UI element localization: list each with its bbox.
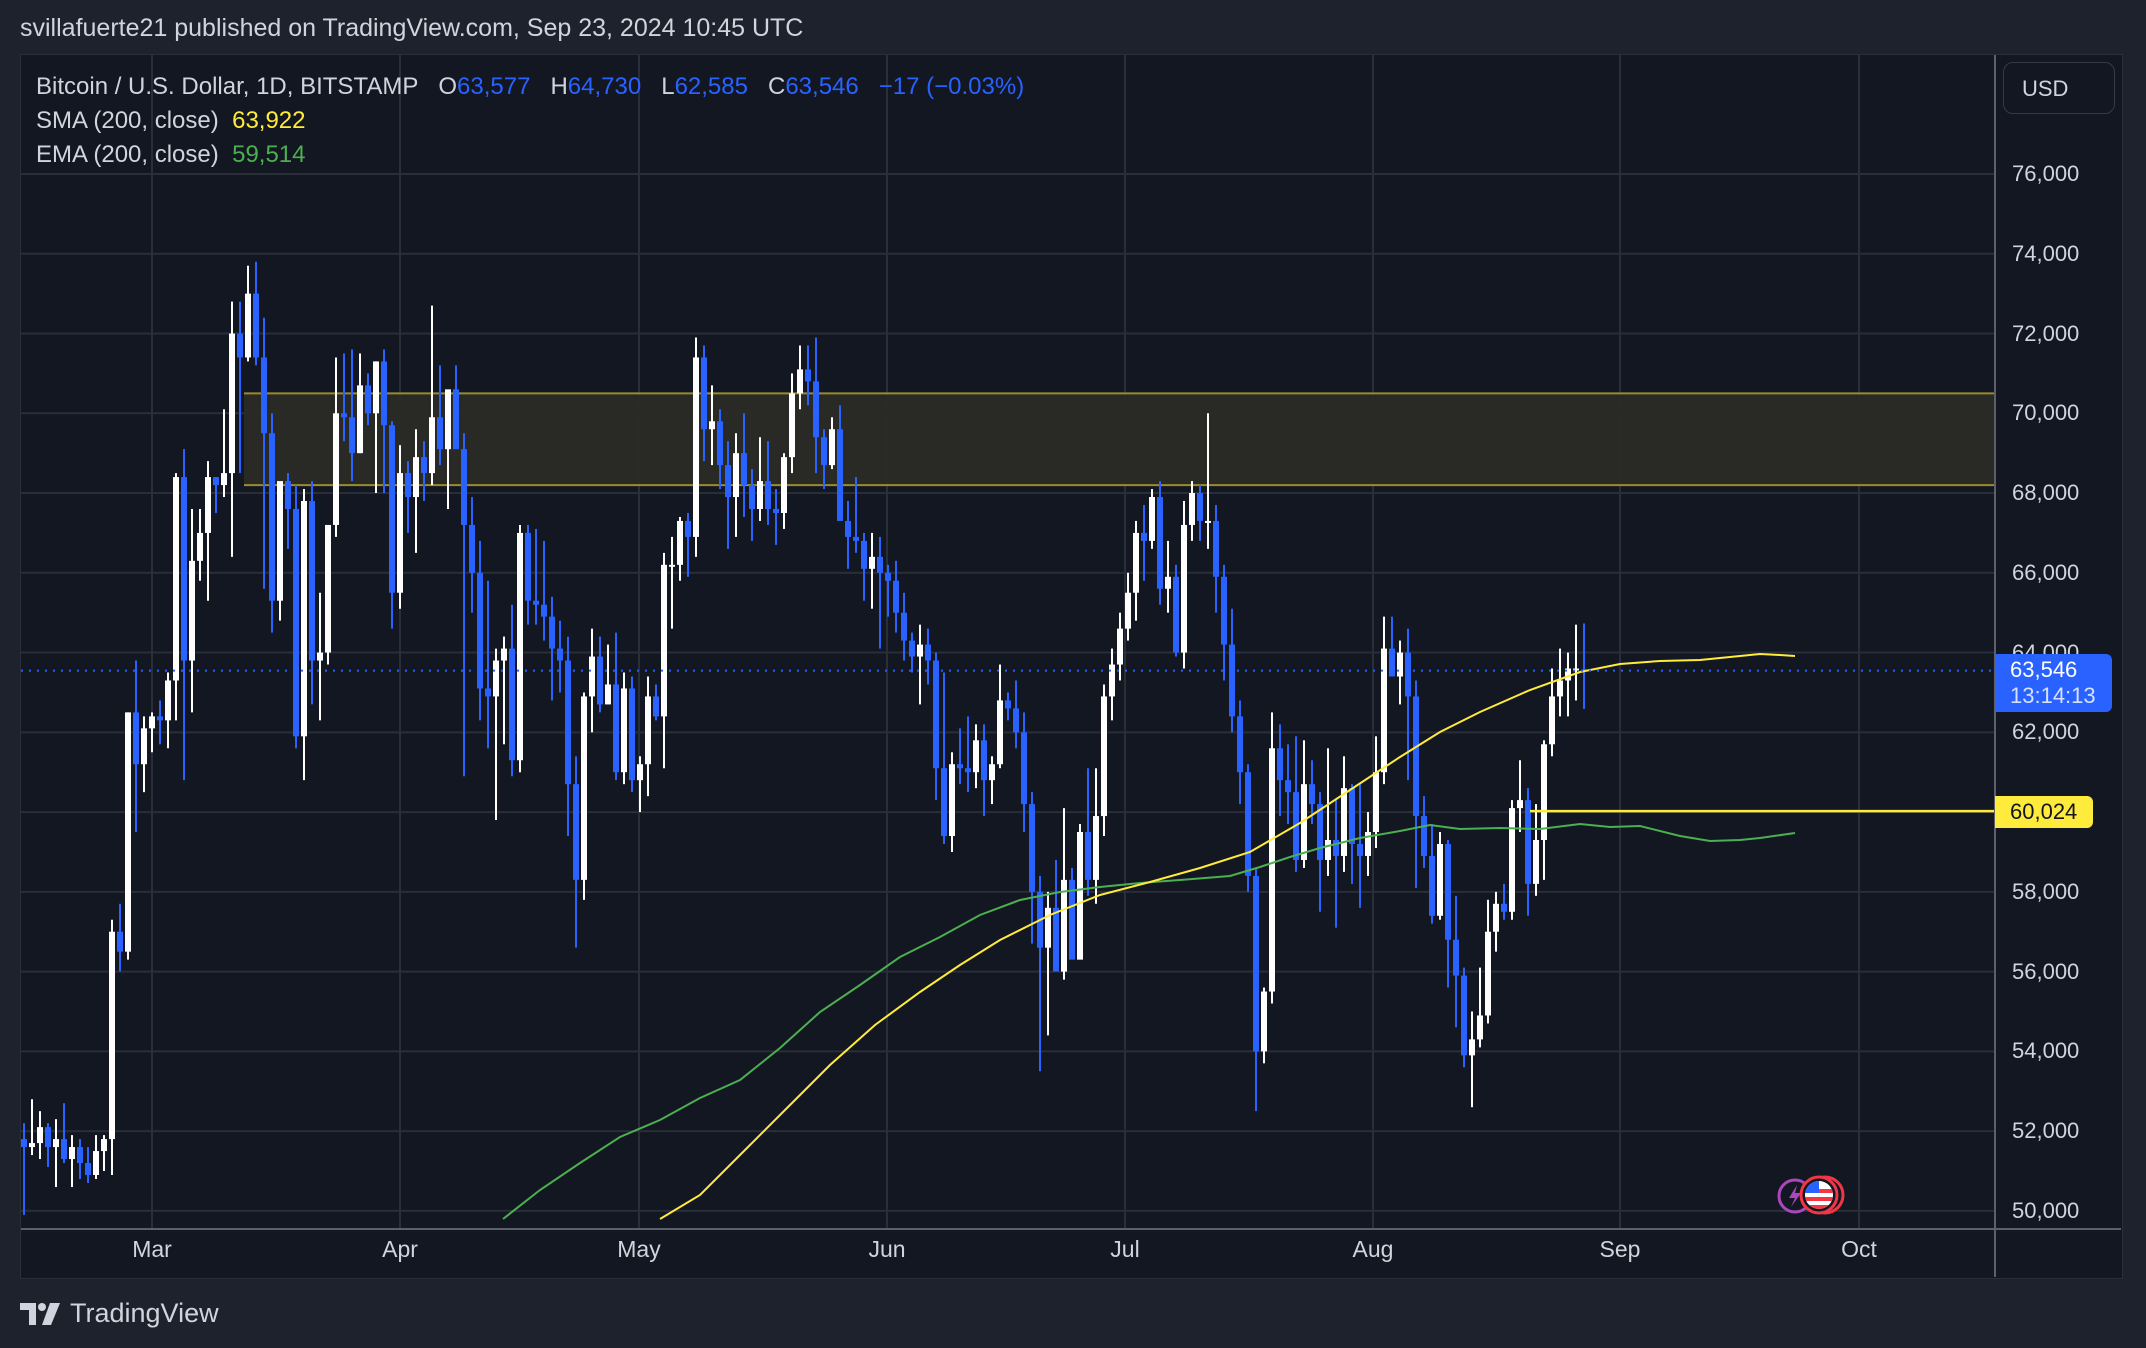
time-tick-label: Aug [1352,1236,1394,1262]
tradingview-logo[interactable]: TradingView [20,1298,219,1329]
change-value: −17 (−0.03%) [878,73,1025,100]
open-value: 63,577 [457,73,531,100]
tradingview-logo-icon [20,1302,60,1325]
time-tick-label: Apr [382,1236,418,1262]
chart-legend: Bitcoin / U.S. Dollar, 1D, BITSTAMP O63,… [36,70,1024,172]
sma-legend[interactable]: SMA (200, close) 63,922 [36,107,306,134]
low-value: 62,585 [674,73,748,100]
publish-info: svillafuerte21 published on TradingView.… [20,14,804,42]
price-tick-label: 62,000 [2012,719,2080,745]
price-tick-label: 74,000 [2012,240,2080,266]
price-tick-label: 66,000 [2012,559,2080,585]
symbol-title: Bitcoin / U.S. Dollar, 1D, BITSTAMP [36,73,419,100]
price-tick-label: 58,000 [2012,878,2080,904]
economic-events-icon[interactable] [1775,1173,1847,1219]
price-tick-label: 72,000 [2012,320,2080,346]
time-tick-label: Jul [1110,1236,1140,1262]
close-value: 63,546 [785,73,859,100]
last-price-tag: 63,546 13:14:13 [1995,654,2112,712]
price-tick-label: 68,000 [2012,480,2080,506]
price-tick-label: 56,000 [2012,958,2080,984]
currency-button[interactable]: USD [2003,62,2115,114]
price-tick-label: 76,000 [2012,161,2080,186]
price-tick-label: 50,000 [2012,1197,2080,1223]
symbol-legend: Bitcoin / U.S. Dollar, 1D, BITSTAMP O63,… [36,73,1025,100]
price-tick-label: 52,000 [2012,1118,2080,1144]
candle-countdown: 13:14:13 [2010,683,2096,708]
price-tick-label: 54,000 [2012,1038,2080,1064]
price-tick-label: 70,000 [2012,400,2080,426]
ema-value: 59,514 [232,141,306,168]
sma-value: 63,922 [232,107,306,134]
time-tick-label: Oct [1841,1236,1877,1262]
chart-frame [20,54,2123,1279]
time-tick-label: May [617,1236,661,1262]
time-tick-label: Sep [1599,1236,1641,1262]
time-tick-label: Jun [868,1236,906,1262]
high-value: 64,730 [567,73,642,100]
level-price-tag: 60,024 [1995,796,2094,828]
us-flag-icon [1805,1181,1833,1209]
time-tick-label: Mar [132,1236,172,1262]
ema-legend[interactable]: EMA (200, close) 59,514 [36,141,306,168]
